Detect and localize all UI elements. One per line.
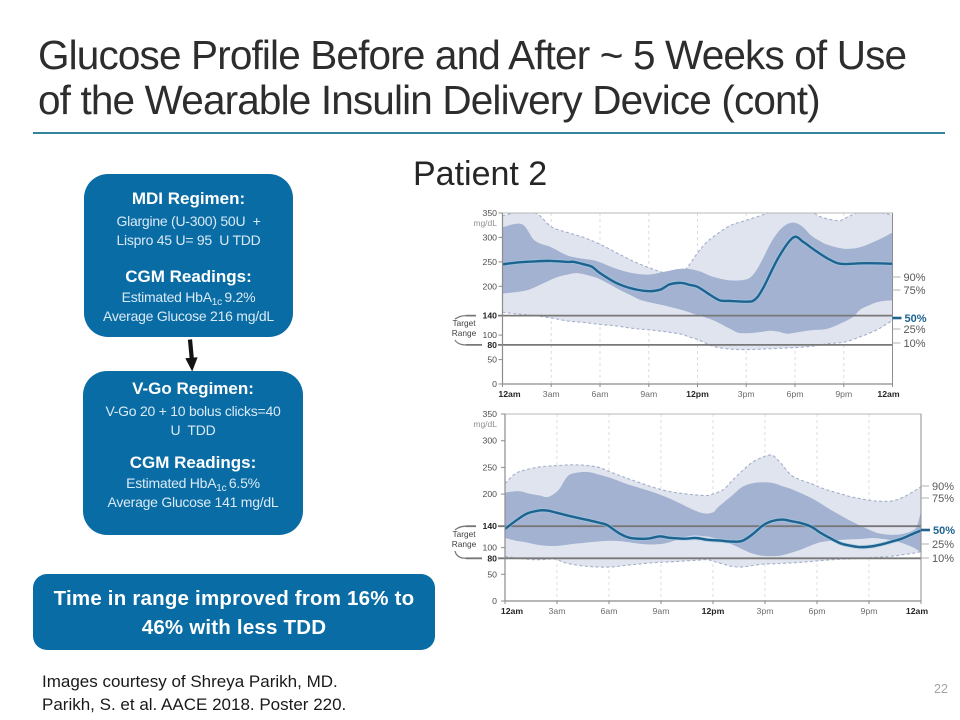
svg-text:3pm: 3pm: [738, 389, 755, 399]
svg-text:mg/dL: mg/dL: [473, 419, 497, 429]
svg-text:75%: 75%: [904, 285, 926, 297]
svg-text:3am: 3am: [549, 606, 566, 616]
svg-text:mg/dL: mg/dL: [473, 218, 497, 228]
svg-text:25%: 25%: [932, 539, 954, 551]
svg-text:Range: Range: [452, 539, 477, 549]
svg-text:50: 50: [487, 569, 497, 579]
svg-text:6am: 6am: [601, 606, 618, 616]
svg-text:200: 200: [483, 489, 498, 499]
svg-text:140: 140: [483, 521, 498, 531]
svg-text:80: 80: [487, 553, 497, 563]
svg-text:200: 200: [483, 281, 498, 291]
svg-text:100: 100: [483, 330, 498, 340]
svg-text:350: 350: [483, 208, 498, 218]
svg-text:300: 300: [483, 436, 498, 446]
svg-text:0: 0: [492, 379, 497, 389]
svg-text:12pm: 12pm: [686, 389, 709, 399]
svg-text:25%: 25%: [904, 324, 926, 336]
svg-text:Range: Range: [452, 328, 477, 338]
svg-text:6am: 6am: [592, 389, 609, 399]
svg-text:12am: 12am: [877, 389, 899, 399]
svg-text:12am: 12am: [501, 606, 523, 616]
svg-text:12pm: 12pm: [702, 606, 725, 616]
svg-text:90%: 90%: [904, 272, 926, 284]
svg-text:100: 100: [483, 543, 498, 553]
svg-text:75%: 75%: [932, 493, 954, 505]
svg-text:50%: 50%: [905, 313, 927, 325]
svg-text:250: 250: [483, 257, 498, 267]
svg-text:9pm: 9pm: [835, 389, 852, 399]
svg-text:6pm: 6pm: [809, 606, 826, 616]
svg-text:250: 250: [483, 462, 498, 472]
svg-text:Target: Target: [452, 318, 476, 328]
svg-text:12am: 12am: [906, 606, 928, 616]
svg-text:9am: 9am: [640, 389, 657, 399]
svg-text:350: 350: [483, 409, 498, 419]
svg-text:6pm: 6pm: [787, 389, 804, 399]
svg-text:0: 0: [492, 596, 497, 606]
svg-text:3am: 3am: [543, 389, 560, 399]
svg-text:10%: 10%: [932, 553, 954, 565]
svg-text:90%: 90%: [932, 481, 954, 493]
svg-text:300: 300: [483, 232, 498, 242]
svg-text:80: 80: [487, 340, 497, 350]
svg-text:3pm: 3pm: [757, 606, 774, 616]
svg-text:50%: 50%: [933, 525, 955, 537]
svg-text:140: 140: [483, 311, 498, 321]
svg-text:Target: Target: [452, 529, 476, 539]
svg-text:50: 50: [487, 355, 497, 365]
svg-text:9pm: 9pm: [861, 606, 878, 616]
svg-text:10%: 10%: [904, 338, 926, 350]
svg-text:9am: 9am: [653, 606, 670, 616]
svg-text:12am: 12am: [498, 389, 520, 399]
